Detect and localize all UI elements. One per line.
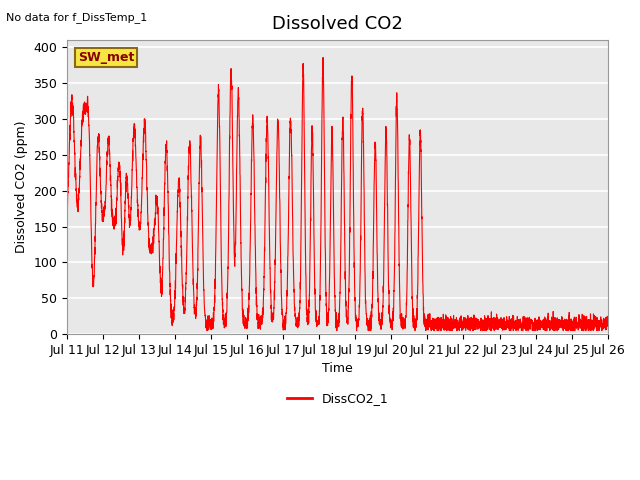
Legend: DissCO2_1: DissCO2_1 [282, 387, 393, 410]
Title: Dissolved CO2: Dissolved CO2 [272, 15, 403, 33]
Text: SW_met: SW_met [78, 51, 134, 64]
Text: No data for f_DissTemp_1: No data for f_DissTemp_1 [6, 12, 148, 23]
Y-axis label: Dissolved CO2 (ppm): Dissolved CO2 (ppm) [15, 121, 28, 253]
X-axis label: Time: Time [322, 362, 353, 375]
